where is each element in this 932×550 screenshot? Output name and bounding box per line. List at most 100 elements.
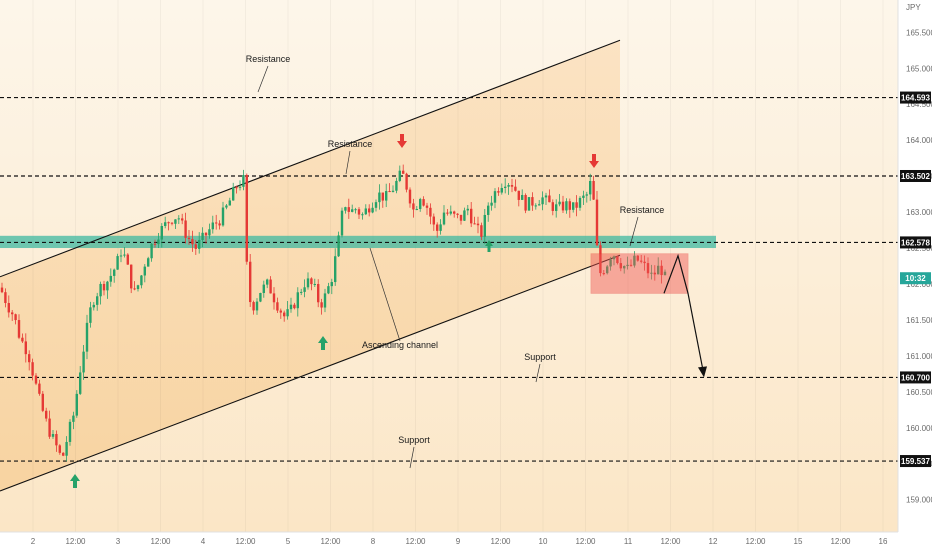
y-tick-label: 162.000 [906,280,932,289]
candle-body [286,309,289,317]
candle-body [368,208,371,213]
candle-body [119,255,123,257]
candle-body [371,207,374,213]
currency-label: JPY [906,3,921,12]
y-tick-label: 159.000 [906,496,932,505]
candle-body [85,322,89,352]
annotation-label: Support [524,352,556,362]
candle-body [279,310,282,313]
candle-body [150,243,153,259]
candle-body [470,208,473,224]
candle-body [65,441,68,456]
candle-body [568,201,571,210]
down-arrow-icon [589,154,599,168]
candle-body [527,197,531,211]
candle-body [463,210,466,221]
x-tick-label: 12:00 [65,537,86,546]
candle-body [170,222,174,224]
candle-body [116,256,119,270]
candle-body [262,284,265,293]
x-tick-labels: 2 12:00 3 12:00 4 12:00 5 12:00 8 12:00 9 12:00 10 12… [31,537,888,546]
candle-body [187,237,191,240]
y-tick-label: 160.000 [906,424,932,433]
candle-body [657,265,660,275]
candle-body [439,224,442,231]
channel-fill [0,40,620,492]
candle-body [160,226,163,240]
candle-body [123,254,126,256]
x-tick-label: 12:00 [830,537,851,546]
candle-body [449,211,452,214]
level-tag-label: 164.593 [901,94,930,103]
channel-lower-line [0,254,621,492]
grid [32,0,884,532]
candle-body [259,292,262,302]
candle-body [109,275,112,282]
candle-body [548,195,551,203]
y-tick-labels: 159.000159.500160.000160.500161.000161.5… [906,28,932,504]
candle-body [487,205,490,215]
y-tick-label: 160.500 [906,388,932,397]
candle-body [323,293,327,308]
candle-body [364,208,367,215]
candle-body [28,354,31,363]
x-tick-label: 12 [709,537,718,546]
candle-body [102,283,106,291]
candle-body [429,207,432,217]
y-tick-label: 165.000 [906,64,932,73]
resistance-box [590,253,689,294]
candle-body [595,199,599,246]
candle-body [204,232,208,236]
candle-body [493,191,497,203]
x-tick-label: 8 [371,537,376,546]
candle-body [41,393,44,411]
candle-body [17,320,21,338]
level-tags: 164.593 163.502 162.578 160.700 159.537 [900,91,931,468]
x-tick-label: 9 [456,537,461,546]
candle-body [432,216,435,225]
up-arrow-icon [318,336,328,350]
candle-body [456,213,459,215]
candle-body [354,209,357,211]
candle-body [113,269,116,276]
candle-body [215,222,218,224]
annotation-label: Support [398,435,430,445]
x-tick-label: 12:00 [745,537,766,546]
level-tag-label: 162.578 [901,238,930,247]
candle-body [51,434,55,437]
candle-body [96,296,99,305]
candle-body [425,205,429,208]
candle-body [0,287,4,293]
x-tick-label: 12:00 [405,537,426,546]
candle-body [575,202,578,208]
candle-body [623,266,626,269]
candle-body [181,218,184,221]
candle-body [589,180,592,195]
candle-body [238,186,242,188]
x-tick-label: 15 [794,537,803,546]
x-tick-label: 4 [201,537,206,546]
price-axis: JPY 159.000159.500160.000160.500161.0001… [897,0,932,550]
candle-body [68,421,72,442]
candle-body [500,187,503,193]
x-tick-label: 11 [624,537,633,546]
annotation-label: Resistance [328,139,373,149]
candle-body [653,272,656,275]
current-price-label: 10:32 [905,274,926,283]
candle-body [82,351,85,373]
candle-body [21,337,24,342]
candle-body [4,292,7,304]
candle-body [592,180,595,200]
candle-body [211,222,214,230]
level-tag [900,455,931,468]
y-tick-label: 164.500 [906,100,932,109]
annotation-pointer [535,363,541,383]
candle-body [466,208,469,211]
candle-body [34,375,38,384]
candle-body [157,239,160,245]
candle-body [544,195,548,198]
candle-body [136,285,140,290]
candle-body [198,239,201,249]
candle-body [473,223,476,225]
candle-body [640,260,643,262]
